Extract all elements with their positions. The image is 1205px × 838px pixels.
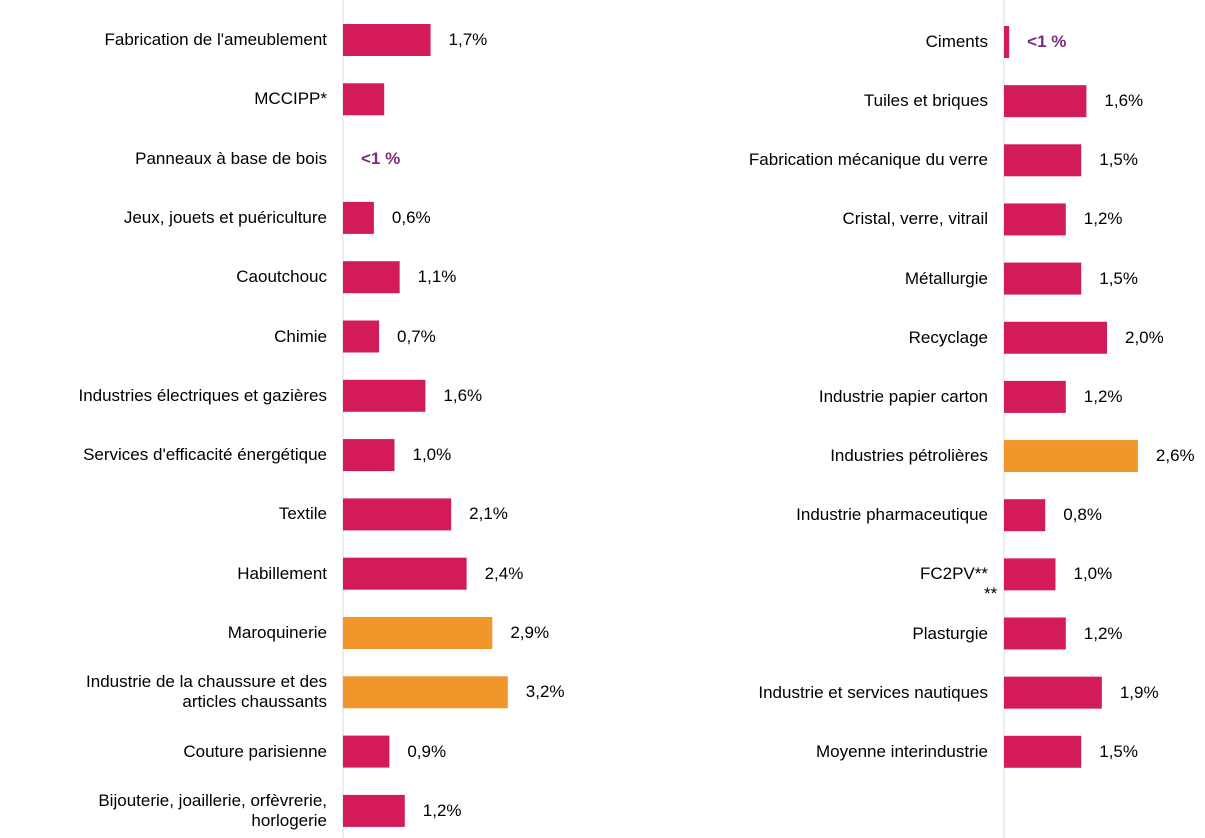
bar: [343, 439, 395, 472]
value-label: 1,9%: [1119, 682, 1159, 702]
category-label: Industrie de la chaussure et des article…: [86, 672, 327, 712]
value-label: 1,6%: [443, 385, 483, 405]
category-label: FC2PV**: [919, 564, 988, 584]
bar: [1004, 380, 1066, 413]
bar: [1004, 735, 1082, 768]
value-label: 2,4%: [484, 563, 524, 583]
category-label: Bijouterie, joaillerie, orfèvrerie, horl…: [98, 790, 327, 830]
value-label: 1,5%: [1099, 150, 1138, 170]
value-label: 1,2%: [422, 800, 462, 820]
category-label: MCCIPP*: [254, 89, 327, 109]
bar: [1004, 558, 1056, 591]
bar: [1004, 321, 1107, 354]
value-label: 1,7%: [448, 30, 488, 49]
bar: [343, 498, 452, 531]
value-label: 2,9%: [510, 623, 550, 642]
bar: [1004, 440, 1138, 473]
category-label: Chimie: [274, 326, 327, 346]
bar: [1004, 26, 1010, 58]
value-label: <1 %: [361, 148, 401, 168]
bar: [1004, 203, 1066, 236]
bar: [343, 557, 467, 590]
bar: [343, 379, 426, 412]
value-label: 1,0%: [1073, 564, 1113, 584]
value-label: 0,7%: [397, 326, 436, 346]
bar: [1004, 499, 1046, 532]
bar: [343, 320, 380, 353]
category-label: Services d'efficacité énergétique: [83, 445, 327, 465]
value-label: 0,8%: [1063, 505, 1102, 525]
bar: [1004, 676, 1102, 709]
category-label: Plasturgie: [912, 623, 988, 643]
category-label: Cristal, verre, vitrail: [842, 209, 988, 229]
value-label: 1,2%: [1083, 623, 1123, 643]
value-label: 3,2%: [525, 682, 565, 702]
value-label: 2,1%: [469, 504, 508, 524]
value-label: 2,6%: [1155, 446, 1195, 466]
bar: [343, 201, 374, 234]
category-label: Panneaux à base de bois: [135, 148, 327, 168]
bar: [343, 676, 508, 709]
category-label: Industrie pharmaceutique: [796, 505, 988, 525]
bar: [343, 735, 390, 768]
bar: [343, 261, 400, 294]
category-label: Jeux, jouets et puériculture: [123, 207, 327, 227]
category-label: Ciments: [925, 32, 988, 51]
value-label: 1,1%: [417, 267, 457, 287]
category-label: Tuiles et briques: [863, 91, 988, 111]
value-label: 2,0%: [1125, 327, 1164, 347]
value-label: 0,9%: [407, 741, 447, 761]
bar: [343, 794, 405, 827]
category-label: Métallurgie: [904, 268, 988, 288]
bar: [1004, 262, 1082, 295]
category-label: Habillement: [237, 563, 327, 583]
bar: [1004, 617, 1066, 650]
bar: [343, 24, 431, 56]
category-label: Recyclage: [908, 327, 988, 347]
value-label: 1,2%: [1083, 386, 1123, 406]
bar: [1004, 85, 1087, 118]
category-label: Caoutchouc: [236, 267, 327, 287]
bar: [1004, 144, 1082, 177]
value-label: 1,2%: [1083, 209, 1123, 229]
category-label: Industries électriques et gazières: [78, 385, 327, 405]
category-label: Textile: [278, 504, 327, 524]
value-label: 1,6%: [1104, 91, 1144, 111]
category-label: Industries pétrolières: [830, 446, 988, 466]
bar: [343, 83, 385, 116]
category-label: Couture parisienne: [183, 741, 327, 761]
annotation: **: [984, 584, 998, 603]
category-label: Moyenne interindustrie: [816, 741, 988, 761]
category-label: Fabrication mécanique du verre: [748, 150, 988, 170]
category-label: Industrie et services nautiques: [758, 682, 988, 702]
category-label: Fabrication de l'ameublement: [104, 30, 327, 49]
bar: [343, 617, 493, 649]
category-label: Maroquinerie: [227, 623, 327, 642]
value-label: 1,5%: [1099, 741, 1138, 761]
value-label: <1 %: [1027, 32, 1067, 51]
value-label: 0,6%: [391, 207, 431, 227]
value-label: 1,5%: [1099, 268, 1138, 288]
category-label: Industrie papier carton: [818, 386, 988, 406]
value-label: 1,0%: [412, 445, 452, 465]
